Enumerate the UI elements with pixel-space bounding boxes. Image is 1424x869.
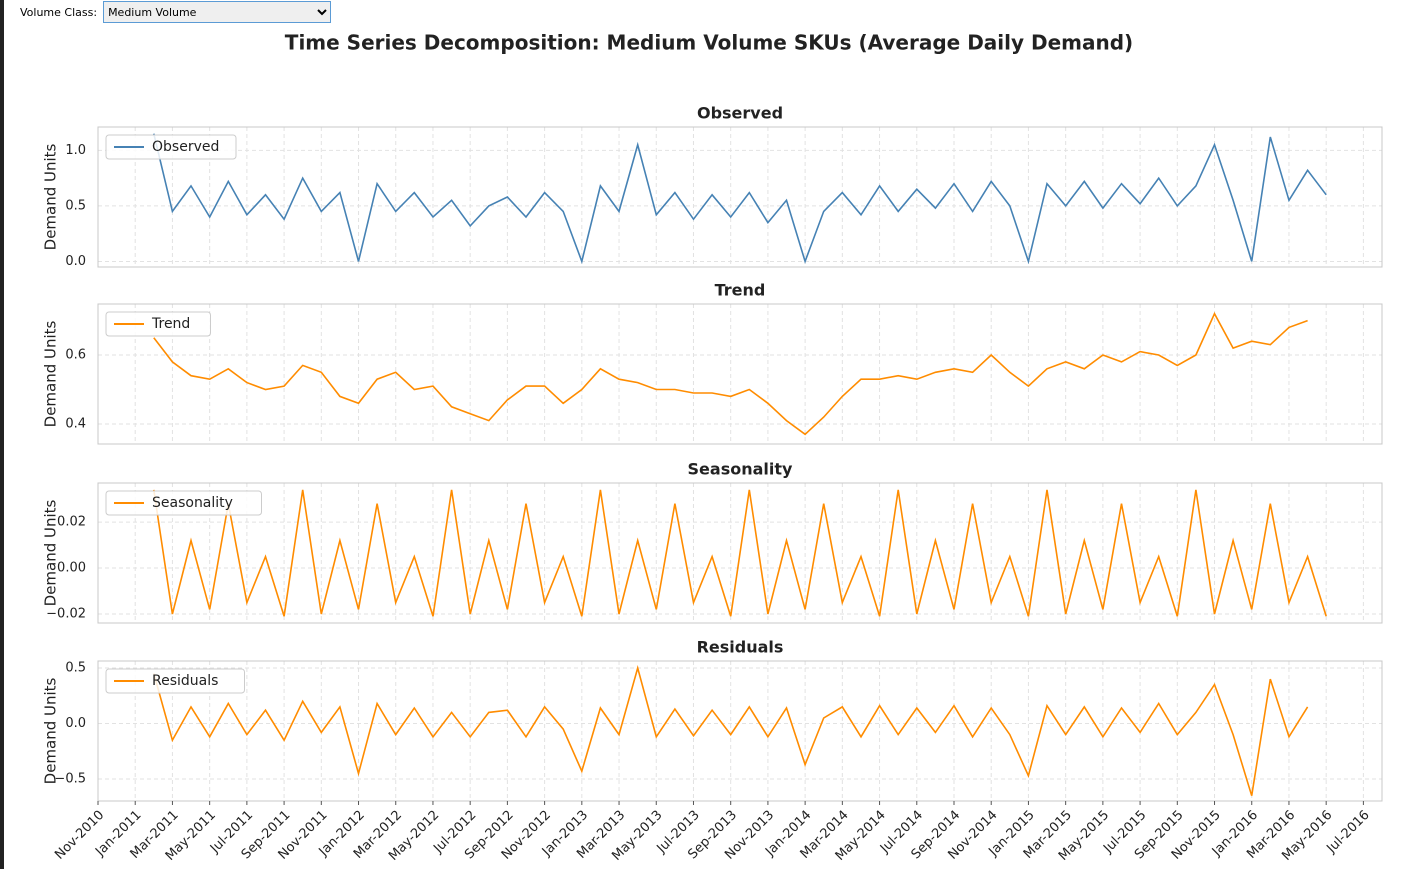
legend-box bbox=[105, 668, 245, 694]
y-axis-label: Demand Units bbox=[42, 320, 60, 427]
panel-title: Residuals bbox=[697, 638, 784, 657]
y-axis-label: Demand Units bbox=[42, 499, 60, 606]
control-label: Volume Class: bbox=[20, 5, 98, 19]
y-tick-label: 0.00 bbox=[57, 561, 86, 576]
y-tick-label: −0.5 bbox=[54, 772, 86, 787]
y-tick-label: 0.4 bbox=[65, 417, 86, 432]
legend-box bbox=[105, 490, 262, 516]
left-border bbox=[0, 0, 4, 869]
legend-box bbox=[105, 134, 237, 160]
y-tick-label: 1.0 bbox=[65, 143, 86, 158]
panel-title: Trend bbox=[715, 281, 766, 300]
legend-label: Seasonality bbox=[152, 495, 233, 511]
panel-title: Observed bbox=[697, 104, 783, 123]
volume-select[interactable]: Medium Volume bbox=[103, 1, 332, 23]
y-tick-label: 0.6 bbox=[65, 348, 86, 363]
legend-label: Residuals bbox=[152, 673, 218, 689]
panel-frame bbox=[97, 303, 1383, 445]
y-tick-label: 0.02 bbox=[57, 515, 86, 530]
figure-title: Time Series Decomposition: Medium Volume… bbox=[285, 31, 1133, 55]
legend-label: Trend bbox=[151, 316, 190, 332]
series-line bbox=[153, 664, 1309, 796]
panel-frame bbox=[97, 126, 1383, 268]
y-tick-label: 0.0 bbox=[65, 254, 86, 269]
panel-title: Seasonality bbox=[688, 460, 793, 479]
series-line bbox=[153, 489, 1327, 617]
y-tick-label: 0.5 bbox=[65, 660, 86, 675]
legend-label: Observed bbox=[152, 139, 219, 155]
y-tick-label: 0.0 bbox=[65, 716, 86, 731]
panel-frame bbox=[97, 482, 1383, 624]
y-tick-label: 0.5 bbox=[65, 198, 86, 213]
y-tick-label: −0.02 bbox=[46, 607, 86, 622]
series-line bbox=[153, 133, 1327, 265]
y-axis-label: Demand Units bbox=[42, 677, 60, 784]
panel-frame bbox=[97, 660, 1383, 802]
y-axis-label: Demand Units bbox=[42, 143, 60, 250]
control: Volume Class: Medium Volume bbox=[20, 1, 332, 23]
series-line bbox=[153, 311, 1308, 436]
legend-box bbox=[105, 311, 211, 337]
